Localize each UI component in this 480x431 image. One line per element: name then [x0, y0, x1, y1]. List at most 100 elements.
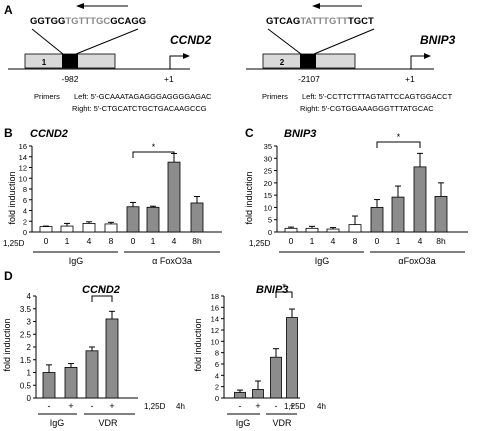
bnip3-sequence: GTCAGTATTTGTTTGCT: [266, 16, 374, 27]
bnip3-tss-arrow: [410, 55, 426, 69]
panel-c-x-label: 0: [375, 236, 380, 246]
bnip3-left-primer: Left: 5'-CCTTCTTTAGTATTCCAGTGGACCT: [302, 92, 453, 101]
panel-b-bar: [82, 222, 96, 233]
panel-b-y-tick-label: 12: [19, 164, 27, 173]
panel-d-left-group2-label: VDR: [98, 418, 118, 428]
panel-c-bar: [413, 166, 427, 233]
panel-d-left-y-tick-label: 0: [27, 394, 32, 403]
panel-b-y-tick-label: 14: [19, 153, 27, 162]
panel-d-left-group1-label: IgG: [50, 418, 65, 428]
bnip3-promoter-diagram: GTCAGTATTTGTTTGCT 2 -2107 +1 BNIP3 Prime…: [246, 3, 456, 113]
bnip3-tss-arrow-head: [424, 53, 431, 59]
panel-letter-b: B: [4, 126, 13, 140]
panel-b-x-label: 4: [87, 236, 92, 246]
ccnd2-zoom-line-left: [31, 28, 64, 55]
bnip3-zoom-line-left: [267, 28, 302, 55]
panel-d-left-y-tick-label: 1: [27, 369, 32, 378]
panel-b-x-label: 8: [109, 236, 114, 246]
panel-c-x-label: 1: [396, 236, 401, 246]
panel-c-group1-label: IgG: [315, 256, 330, 266]
panel-b-x-label: 1: [65, 236, 70, 246]
bnip3-right-primer: Right: 5'-CGTGGAAAGGGTTTATGCAC: [300, 104, 434, 113]
ccnd2-position: -982: [61, 74, 78, 84]
panel-d-right-x-label: +: [255, 401, 260, 411]
panel-d-right-significance-star: *: [282, 282, 286, 292]
panel-b-gene: CCND2: [30, 128, 68, 140]
panel-b-y-tick-label: 6: [23, 196, 27, 205]
panel-c-y-tick-label: 20: [264, 179, 272, 188]
panel-d-left-y-tick-label: 1.5: [20, 356, 32, 365]
panel-c-gene: BNIP3: [284, 128, 316, 140]
panel-d-left-y-tick-label: 0.5: [20, 381, 32, 390]
panel-b-row-label: 1,25D: [3, 239, 25, 248]
panel-b-group1-label: IgG: [69, 256, 84, 266]
panel-d-left-significance-star: *: [100, 286, 104, 296]
ccnd2-gene-name: CCND2: [170, 33, 212, 47]
panel-b-ylabel: fold induction: [7, 171, 17, 224]
panel-b-bar: [39, 226, 53, 233]
bnip3-box-number: 2: [280, 58, 285, 67]
panel-d-right-y-tick-label: 2: [215, 383, 219, 392]
panel-c-row-label: 1,25D: [249, 239, 271, 248]
panel-d-right-y-tick-label: 12: [211, 326, 219, 335]
panel-letter-a: A: [4, 3, 13, 17]
panel-c-bar: [370, 207, 384, 233]
ccnd2-promoter-diagram: GGTGGTGTTTGCGCAGG 1 -982 +1 CCND2 Primer…: [8, 3, 212, 113]
panel-b-y-tick-label: 4: [23, 207, 27, 216]
panel-d-right-y-tick-label: 14: [211, 315, 219, 324]
panel-d-right-x-label: -: [275, 401, 278, 411]
panel-c-bar: [284, 227, 298, 233]
panel-d-right-y-tick-label: 0: [215, 394, 219, 403]
panel-d-left-row-label: 1,25D: [144, 402, 166, 411]
panel-d-left-y-tick-label: 4: [27, 292, 32, 301]
bnip3-zoom-line-right: [313, 28, 375, 55]
panel-d-left-time: 4h: [176, 402, 185, 411]
panel-c-group2-label: αFoxO3a: [398, 256, 435, 266]
bnip3-arrow-head: [312, 3, 320, 9]
panel-d-left-y-tick-label: 3.5: [20, 305, 32, 314]
panel-d-right-bar: [234, 391, 246, 399]
panel-c-ylabel: fold induction: [244, 171, 254, 224]
panel-d-right-group1-label: IgG: [236, 418, 251, 428]
panel-d-right-x-label: +: [289, 401, 294, 411]
panel-c-chart: 0 5 10 15 20 25 30 35 0 1 4 8 0 1 4 8h *: [264, 132, 468, 246]
panel-b-y-tick-label: 0: [23, 228, 27, 237]
ccnd2-left-primer: Left: 5'-GCAAATAGAGGGAGGGGAGAC: [74, 92, 212, 101]
panel-d-left-x-label: +: [109, 401, 114, 411]
panel-d-left-chart: 0 0.5 1 1.5 2 2.5 3 3.5 4 - + - + *: [20, 286, 138, 411]
ccnd2-sequence: GGTGGTGTTTGCGCAGG: [30, 16, 146, 27]
panel-b-x-label: 0: [44, 236, 49, 246]
panel-c-y-tick-label: 30: [264, 154, 272, 163]
panel-b-y-tick-label: 2: [23, 217, 27, 226]
panel-c-bar: [434, 195, 448, 233]
ccnd2-right-primer: Right: 5'-CTGCATCTGCTGACAAGCCG: [72, 104, 207, 113]
panel-c-bar: [391, 196, 405, 233]
bnip3-gene-name: BNIP3: [420, 33, 456, 47]
panel-c-x-label: 8h: [436, 236, 446, 246]
panel-b-bar: [60, 225, 74, 233]
panel-c-x-label: 1: [310, 236, 315, 246]
bnip3-position: -2107: [298, 74, 320, 84]
panel-b-y-tick-label: 10: [19, 174, 27, 183]
panel-b-x-label: 8h: [192, 236, 202, 246]
panel-c-x-label: 8: [353, 236, 358, 246]
panel-d-left-bar: [85, 350, 99, 399]
panel-d-left-bar: [42, 372, 56, 399]
panel-d-left-x-label: -: [48, 401, 51, 411]
panel-d-left-x-label: +: [68, 401, 73, 411]
panel-c-y-tick-label: 35: [264, 142, 272, 151]
panel-c-y-tick-label: 25: [264, 167, 272, 176]
panel-d-right-significance-bracket: [275, 291, 293, 298]
panel-b-bar: [190, 202, 204, 233]
ccnd2-primers-label: Primers: [34, 92, 60, 101]
panel-d-left-ylabel: fold induction: [2, 318, 12, 371]
panel-d-left-significance-bracket: [91, 295, 113, 302]
panel-d-right-y-tick-label: 18: [211, 292, 219, 301]
ccnd2-tss-arrow-head: [183, 53, 190, 59]
panel-c-bar: [326, 228, 340, 233]
panel-c-significance-bracket: [376, 141, 421, 148]
bnip3-tss-label: +1: [405, 74, 415, 84]
panel-c-x-label: 4: [331, 236, 336, 246]
ccnd2-tss-label: +1: [164, 74, 174, 84]
